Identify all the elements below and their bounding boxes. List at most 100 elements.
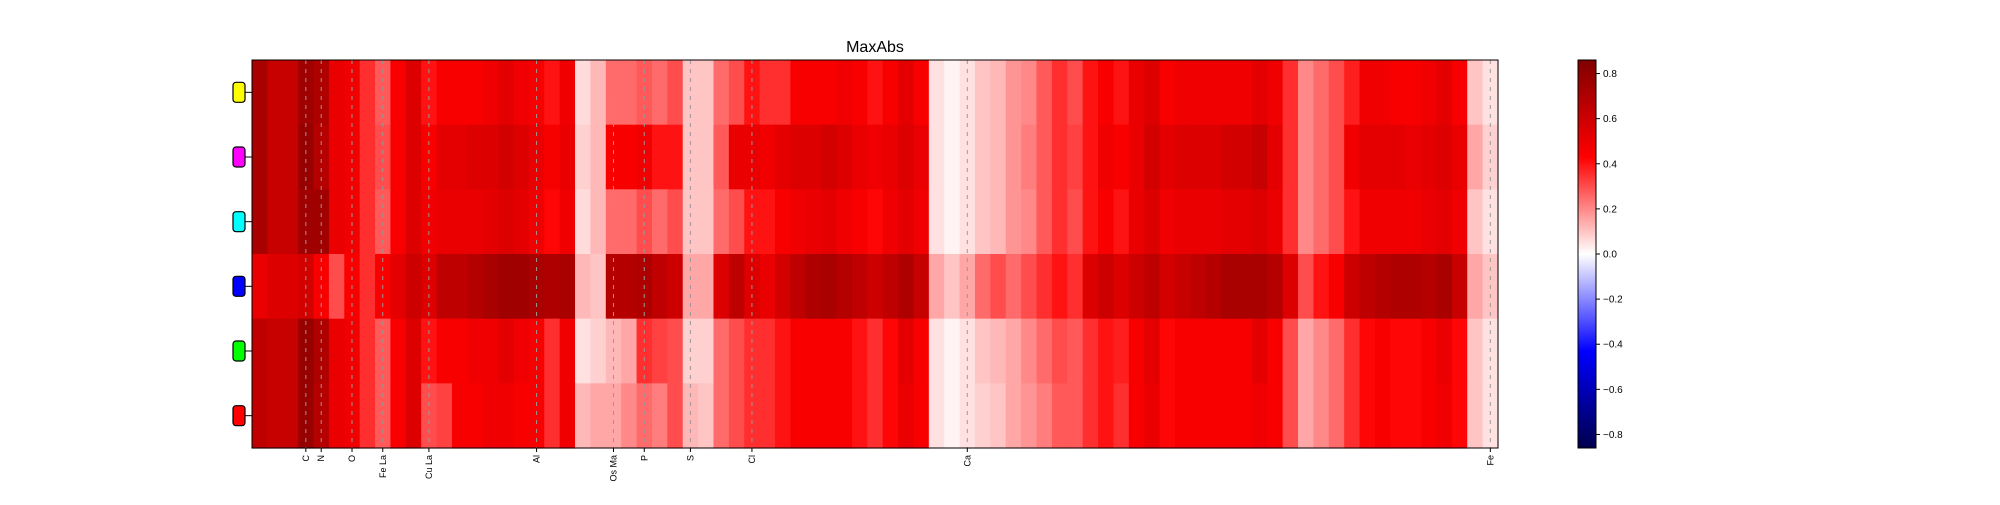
heatmap-cell <box>1036 318 1053 384</box>
heatmap-cell <box>1313 254 1330 320</box>
heatmap-cell <box>1067 318 1084 384</box>
heatmap-cell <box>605 383 622 449</box>
heatmap-cell <box>1298 124 1314 190</box>
heatmap-cell <box>559 318 576 384</box>
heatmap-cell <box>974 318 991 384</box>
heatmap-cell <box>1344 254 1361 320</box>
heatmap-cell <box>728 254 745 320</box>
heatmap-cell <box>1144 318 1161 384</box>
heatmap-cell <box>759 124 776 190</box>
heatmap-cell <box>482 383 499 449</box>
heatmap-cell <box>1328 60 1345 126</box>
heatmap-cell <box>898 383 915 449</box>
heatmap-cell <box>282 60 299 126</box>
heatmap-cell <box>1467 254 1484 320</box>
heatmap-cell <box>805 189 822 255</box>
heatmap-cell <box>1190 124 1207 190</box>
heatmap-cell <box>405 383 422 449</box>
heatmap-cell <box>1374 124 1391 190</box>
heatmap-cell <box>513 124 530 190</box>
heatmap-cell <box>1190 60 1207 126</box>
heatmap-cell <box>667 254 684 320</box>
heatmap-cell <box>928 60 945 126</box>
heatmap-cell <box>1328 383 1345 449</box>
heatmap-cell <box>1359 124 1376 190</box>
heatmap-cell <box>1067 383 1084 449</box>
heatmap-cell <box>651 124 668 190</box>
heatmap-cell <box>1405 124 1422 190</box>
heatmap-cell <box>805 60 822 126</box>
heatmap-cell <box>1021 383 1038 449</box>
heatmap-cell <box>1344 189 1361 255</box>
heatmap-cell <box>1128 318 1145 384</box>
heatmap-cell <box>359 60 376 126</box>
heatmap-cell <box>1421 254 1438 320</box>
heatmap-cell <box>821 124 838 190</box>
heatmap-cell <box>1098 189 1115 255</box>
heatmap-cell <box>1298 383 1314 449</box>
heatmap-cell <box>851 124 868 190</box>
heatmap-cell <box>805 383 822 449</box>
heatmap-cell <box>1005 124 1022 190</box>
heatmap-cell <box>728 60 745 126</box>
heatmap-cell <box>1390 254 1407 320</box>
heatmap-cell <box>913 124 930 190</box>
heatmap-cell <box>728 318 745 384</box>
heatmap-cell <box>1005 60 1022 126</box>
heatmap-cell <box>775 383 791 449</box>
heatmap-cell <box>421 124 438 190</box>
heatmap-cell <box>1421 60 1438 126</box>
heatmap-cell <box>636 189 653 255</box>
heatmap-cell <box>1236 383 1253 449</box>
colorbar-tick-label: 0.6 <box>1603 114 1617 125</box>
heatmap-cell <box>928 124 945 190</box>
heatmap-cell <box>1082 254 1099 320</box>
x-tick-label: N <box>316 455 326 462</box>
heatmap-cell <box>1313 318 1330 384</box>
heatmap-cell <box>990 383 1007 449</box>
colorbar-tick-label: −0.2 <box>1603 295 1623 306</box>
heatmap-cell <box>944 254 961 320</box>
heatmap-cell <box>1098 254 1115 320</box>
heatmap-cell <box>344 189 361 255</box>
heatmap-cell <box>851 383 868 449</box>
heatmap-cell <box>1159 60 1176 126</box>
x-tick-label: P <box>639 455 649 461</box>
heatmap-cell <box>282 383 299 449</box>
heatmap-cell <box>1313 383 1330 449</box>
heatmap-cell <box>359 124 376 190</box>
heatmap-cell <box>1328 124 1345 190</box>
heatmap-cell <box>282 124 299 190</box>
heatmap-cell <box>1005 254 1022 320</box>
heatmap-cell <box>313 124 330 190</box>
heatmap-cell <box>1282 189 1299 255</box>
heatmap-cell <box>698 189 715 255</box>
heatmap-cell <box>1159 254 1176 320</box>
heatmap-cell <box>298 189 315 255</box>
heatmap-cell <box>1221 254 1238 320</box>
heatmap-cell <box>775 124 791 190</box>
heatmap-cell <box>1067 60 1084 126</box>
heatmap-cell <box>375 124 392 190</box>
heatmap-cells <box>252 60 1499 449</box>
heatmap-cell <box>359 383 376 449</box>
heatmap-cell <box>1313 189 1330 255</box>
heatmap-cell <box>528 124 545 190</box>
heatmap-cell <box>728 189 745 255</box>
heatmap-cell <box>1374 189 1391 255</box>
heatmap-cell <box>467 189 484 255</box>
heatmap-cell <box>974 124 991 190</box>
colorbar-tick-label: −0.6 <box>1603 385 1623 396</box>
heatmap-cell <box>1267 60 1284 126</box>
heatmap-cell <box>1113 189 1130 255</box>
heatmap-cell <box>1067 254 1084 320</box>
heatmap-cell <box>928 318 945 384</box>
heatmap-cell <box>974 189 991 255</box>
heatmap-cell <box>913 254 930 320</box>
heatmap-cell <box>867 254 884 320</box>
heatmap-cell <box>1236 124 1253 190</box>
row-marker <box>232 405 246 427</box>
heatmap-cell <box>1421 124 1438 190</box>
heatmap-cell <box>1282 318 1299 384</box>
heatmap-cell <box>821 318 838 384</box>
